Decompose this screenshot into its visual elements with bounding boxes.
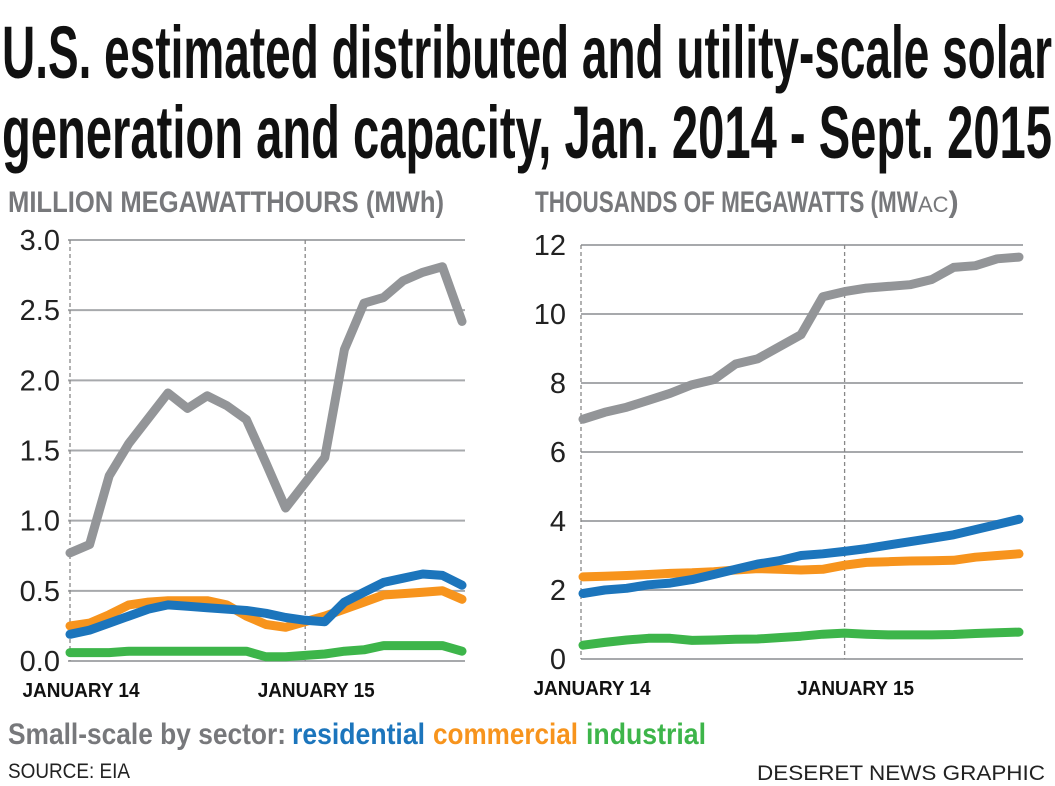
series-line-industrial — [65, 641, 467, 662]
series-line-commercial — [578, 549, 1024, 582]
y-tick-label: 3.0 — [20, 225, 60, 257]
left-chart-generation: 0.0 0.5 1.0 1.5 2.0 2.5 3.0 JANUARY 14 JANUARY 1… — [20, 225, 467, 702]
series-line-industrial — [578, 627, 1024, 650]
x-tick-label: JANUARY 14 — [534, 678, 652, 700]
y-tick-label: 8 — [550, 368, 566, 400]
y-tick-label: 2.5 — [20, 295, 60, 327]
title-line-1: U.S. estimated distributed and utility-s… — [2, 11, 1052, 94]
y-tick-label: 10 — [534, 299, 566, 331]
title-line-2: generation and capacity, Jan. 2014 - Sep… — [2, 91, 1052, 174]
legend-prefix: Small-scale by sector: — [8, 718, 286, 751]
left-chart-ylabel: MILLION MEGAWATTHOURS (MWh) — [8, 186, 444, 219]
series-line-residential — [578, 514, 1024, 598]
x-tick-label: JANUARY 14 — [23, 680, 141, 702]
y-tick-label: 0 — [550, 644, 566, 676]
y-tick-label: 0.0 — [20, 646, 60, 678]
series-line-commercial — [65, 586, 467, 632]
x-tick-label: JANUARY 15 — [258, 680, 375, 702]
y-tick-label: 6 — [550, 437, 566, 469]
y-tick-label: 0.5 — [20, 576, 60, 608]
legend-residential: residential — [292, 718, 425, 751]
series-line-residential — [65, 569, 467, 639]
y-tick-label: 12 — [534, 230, 566, 262]
x-tick-label: JANUARY 15 — [797, 678, 914, 700]
legend-industrial: industrial — [586, 718, 706, 751]
right-chart-ylabel-end: ) — [949, 186, 959, 219]
y-tick-label: 4 — [550, 506, 566, 538]
credit-note: DESERET NEWS GRAPHIC — [757, 762, 1045, 785]
series-line-total — [65, 262, 467, 558]
series-line-total — [578, 252, 1024, 424]
legend-commercial: commercial — [433, 718, 578, 751]
right-chart-ylabel: THOUSANDS OF MEGAWATTS (MWAC) — [535, 186, 959, 219]
source-note: SOURCE: EIA — [8, 760, 130, 783]
right-chart-ylabel-main: THOUSANDS OF MEGAWATTS (MW — [535, 186, 919, 219]
y-tick-label: 2.0 — [20, 365, 60, 397]
y-tick-label: 1.5 — [20, 436, 60, 468]
y-tick-label: 1.0 — [20, 506, 60, 538]
y-tick-label: 2 — [550, 575, 566, 607]
right-chart-ylabel-sub: AC — [918, 192, 949, 217]
right-chart-capacity: 0 2 4 6 8 10 12 JANUARY 14 JANUARY 15 — [534, 230, 1024, 700]
